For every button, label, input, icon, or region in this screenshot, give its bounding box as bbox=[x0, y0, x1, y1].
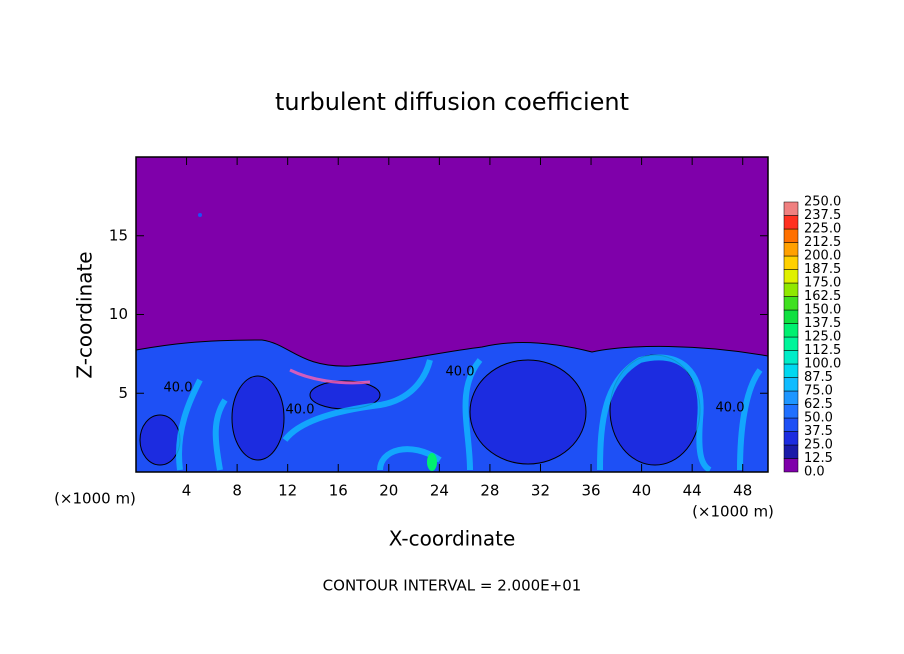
colorbar-cell bbox=[783, 282, 799, 297]
colorbar-label: 75.0 bbox=[804, 384, 833, 399]
colorbar-cell bbox=[783, 228, 799, 243]
field-spot bbox=[427, 453, 437, 471]
colorbar-label: 87.5 bbox=[804, 370, 833, 385]
x-tick-label: 44 bbox=[683, 482, 702, 500]
field-streak bbox=[282, 359, 433, 442]
x-tick-label: 8 bbox=[232, 482, 242, 500]
x-tick-label: 36 bbox=[581, 482, 600, 500]
colorbar-label: 37.5 bbox=[804, 424, 833, 439]
field-cell bbox=[231, 375, 285, 461]
contour-label: 40.0 bbox=[164, 381, 193, 396]
x-unit-label: (×1000 m) bbox=[54, 490, 136, 508]
colorbar-label: 175.0 bbox=[804, 276, 841, 291]
colorbar-label: 25.0 bbox=[804, 438, 833, 453]
colorbar-cell bbox=[783, 309, 799, 324]
x-tick-label: 12 bbox=[278, 482, 297, 500]
colorbar-label: 150.0 bbox=[804, 303, 841, 318]
field-streak bbox=[176, 378, 203, 471]
colorbar-label: 250.0 bbox=[804, 195, 841, 210]
colorbar-label: 62.5 bbox=[804, 397, 833, 412]
colorbar-label: 212.5 bbox=[804, 235, 841, 250]
x-tick-label: 32 bbox=[531, 482, 550, 500]
field-cell bbox=[139, 414, 181, 466]
colorbar-cell bbox=[783, 296, 799, 311]
field-streak bbox=[212, 398, 228, 471]
y-tick-label: 10 bbox=[109, 305, 128, 323]
colorbar-cell bbox=[783, 323, 799, 338]
field-streak bbox=[289, 368, 371, 385]
colorbar-label: 112.5 bbox=[804, 343, 841, 358]
colorbar-cell bbox=[783, 417, 799, 432]
colorbar-cell bbox=[783, 458, 799, 473]
x-tick-label: 20 bbox=[379, 482, 398, 500]
x-axis-label: X-coordinate bbox=[389, 527, 516, 551]
colorbar-label: 0.0 bbox=[804, 465, 825, 480]
y-tick-label: 5 bbox=[118, 384, 128, 402]
field-streak bbox=[737, 368, 763, 471]
field-streak bbox=[597, 354, 712, 473]
field bbox=[135, 213, 769, 473]
colorbar-cell bbox=[783, 444, 799, 459]
colorbar-cell bbox=[783, 390, 799, 405]
field-spot bbox=[198, 213, 202, 217]
contour-label: 40.0 bbox=[286, 403, 315, 418]
x-tick-label: 24 bbox=[430, 482, 449, 500]
colorbar-label: 187.5 bbox=[804, 262, 841, 277]
colorbar-label: 125.0 bbox=[804, 330, 841, 345]
contour-label: 40.0 bbox=[716, 401, 745, 416]
colorbar-cell bbox=[783, 201, 799, 216]
colorbar-label: 100.0 bbox=[804, 357, 841, 372]
x-tick-label: 48 bbox=[733, 482, 752, 500]
colorbar-label: 162.5 bbox=[804, 289, 841, 304]
y-tick-label: 15 bbox=[109, 226, 128, 244]
colorbar-cell bbox=[783, 255, 799, 270]
contour-label: 40.0 bbox=[446, 365, 475, 380]
x-unit-label: (×1000 m) bbox=[692, 503, 774, 521]
x-tick-label: 16 bbox=[329, 482, 348, 500]
colorbar-cell bbox=[783, 350, 799, 365]
colorbar-cell bbox=[783, 336, 799, 351]
colorbar-cell bbox=[783, 404, 799, 419]
footnote: CONTOUR INTERVAL = 2.000E+01 bbox=[323, 577, 582, 595]
x-tick-label: 40 bbox=[632, 482, 651, 500]
colorbar-cell bbox=[783, 377, 799, 392]
field-cell bbox=[469, 359, 587, 465]
x-tick-label: 4 bbox=[182, 482, 192, 500]
colorbar-label: 137.5 bbox=[804, 316, 841, 331]
colorbar-label: 50.0 bbox=[804, 411, 833, 426]
y-axis-label: Z-coordinate bbox=[73, 251, 97, 378]
field-streak bbox=[462, 358, 483, 471]
colorbar-cell bbox=[783, 215, 799, 230]
colorbar-label: 237.5 bbox=[804, 208, 841, 223]
colorbar-cell bbox=[783, 431, 799, 446]
colorbar-label: 225.0 bbox=[804, 222, 841, 237]
x-tick-label: 28 bbox=[480, 482, 499, 500]
colorbar-cell bbox=[783, 363, 799, 378]
chart-title: turbulent diffusion coefficient bbox=[275, 88, 629, 116]
colorbar-label: 200.0 bbox=[804, 249, 841, 264]
colorbar-label: 12.5 bbox=[804, 451, 833, 466]
colorbar-cell bbox=[783, 269, 799, 284]
colorbar-cell bbox=[783, 242, 799, 257]
